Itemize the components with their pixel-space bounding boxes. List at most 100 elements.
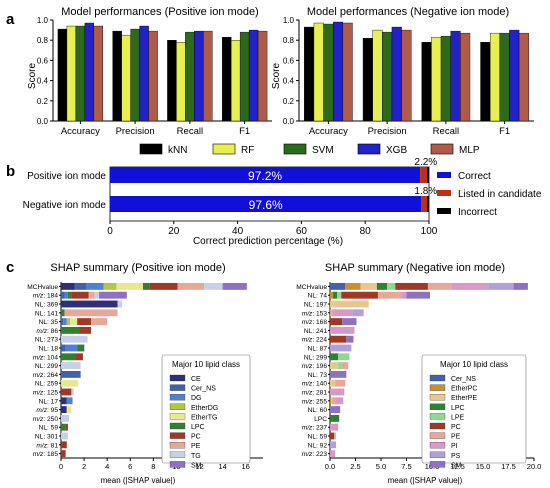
legend-label: PI [451, 443, 458, 450]
legend-label: SM [451, 462, 462, 469]
feature-label: m/z: 104 [33, 354, 59, 361]
bar-segment [341, 291, 378, 299]
bar-segment [70, 318, 78, 326]
legend-swatch [437, 172, 451, 178]
bar-segment [79, 326, 92, 334]
bar [112, 30, 122, 122]
bar [176, 42, 186, 122]
bar-segment [330, 414, 340, 422]
legend-swatch [169, 413, 186, 420]
bar [332, 21, 344, 122]
chart-title: Model performances (Negative ion mode) [307, 6, 509, 18]
data-label: 97.6% [249, 198, 283, 212]
x-tick-label: Precision [116, 126, 155, 137]
x-tick-label: 40 [232, 226, 244, 237]
bar-segment [222, 282, 247, 290]
bar-segment [330, 450, 336, 458]
bar-segment [331, 397, 333, 405]
x-tick-label: 20.0 [527, 462, 542, 471]
legend-swatch [169, 451, 186, 458]
legend-swatch [169, 403, 186, 410]
bar-segment [86, 282, 104, 290]
x-tick-label: Accuracy [309, 126, 348, 137]
bar-segment [345, 282, 361, 290]
legend-swatch [357, 143, 381, 155]
bar-segment [337, 291, 342, 299]
bar-segment [330, 282, 346, 290]
bar-segment [330, 291, 334, 299]
prediction-percentage-chart: Correct prediction percentage (%) Positi… [23, 157, 438, 247]
bar [185, 31, 195, 122]
feature-label: m/z: 185 [33, 451, 59, 458]
legend-swatch [169, 394, 186, 401]
legend-swatch [429, 403, 446, 410]
bar-segment [110, 167, 421, 183]
bar-segment [103, 282, 117, 290]
legend-label: DG [191, 395, 202, 402]
bar-segment [142, 282, 150, 290]
feature-label: m/z: 81 [36, 442, 58, 449]
legend-label: Cer_NS [451, 376, 476, 383]
bar [167, 40, 177, 122]
bar-segment [330, 423, 339, 431]
bar-segment [335, 397, 343, 405]
feature-label: m/z: 264 [33, 372, 59, 379]
bar-segment [330, 432, 335, 440]
feature-label: m/z: 196 [302, 363, 328, 370]
bar-segment [346, 335, 354, 343]
y-tick-label: 0.4 [283, 77, 295, 86]
bar-segment [61, 406, 67, 414]
bar [421, 42, 432, 122]
bar-segment [61, 450, 66, 458]
bar-segment [61, 282, 75, 290]
bar-segment [149, 282, 178, 290]
legend-swatch [429, 422, 446, 430]
bar-segment [330, 326, 355, 334]
bar-segment [99, 291, 127, 299]
feature-label: LPC [314, 416, 327, 423]
bar-segment [64, 291, 68, 299]
legend-swatch [429, 451, 446, 458]
bar-segment [513, 282, 528, 290]
bar-segment [61, 309, 65, 317]
bar [509, 29, 520, 122]
bar [75, 25, 86, 122]
y-axis-label: Score [27, 63, 38, 90]
bar [248, 29, 259, 122]
legend-label: EtherTG [191, 414, 217, 421]
legend-box [421, 354, 527, 464]
bar [57, 28, 68, 122]
bar-segment [341, 362, 349, 370]
legend-label: RF [241, 145, 254, 156]
chart-title: Model performances (Positive ion mode) [61, 6, 258, 18]
bar-segment [61, 344, 66, 352]
legend-swatch [437, 190, 451, 196]
legend-label: LPC [451, 405, 465, 412]
legend-label: XGB [386, 145, 407, 156]
bar-segment [204, 282, 223, 290]
bar-segment [330, 335, 347, 343]
legend-swatch [429, 442, 446, 449]
bar [431, 36, 442, 122]
x-tick-label: 7.5 [401, 462, 411, 471]
legend-swatch [169, 461, 186, 468]
panel-label-a: a [6, 11, 15, 28]
chart-title: SHAP summary (Negative ion mode) [325, 262, 505, 274]
y-tick-label: 0.0 [283, 117, 295, 126]
feature-label: MCHvalue [27, 284, 58, 291]
bar-segment [71, 291, 89, 299]
bar-segment [334, 432, 337, 440]
bar-segment [66, 318, 71, 326]
bar-segment [330, 309, 334, 317]
bar [304, 26, 315, 122]
legend-swatch [169, 432, 186, 439]
x-tick-label: 4 [105, 462, 109, 471]
x-tick-label: 15.0 [476, 462, 491, 471]
panel-label-b: b [6, 163, 15, 180]
legend-swatch [169, 374, 186, 382]
x-tick-label: Recall [177, 126, 203, 137]
legend-label: EtherPE [451, 395, 477, 402]
legend-swatch [429, 432, 446, 439]
legend-label: SVM [312, 145, 334, 156]
feature-label: m/z: 86 [36, 328, 58, 335]
